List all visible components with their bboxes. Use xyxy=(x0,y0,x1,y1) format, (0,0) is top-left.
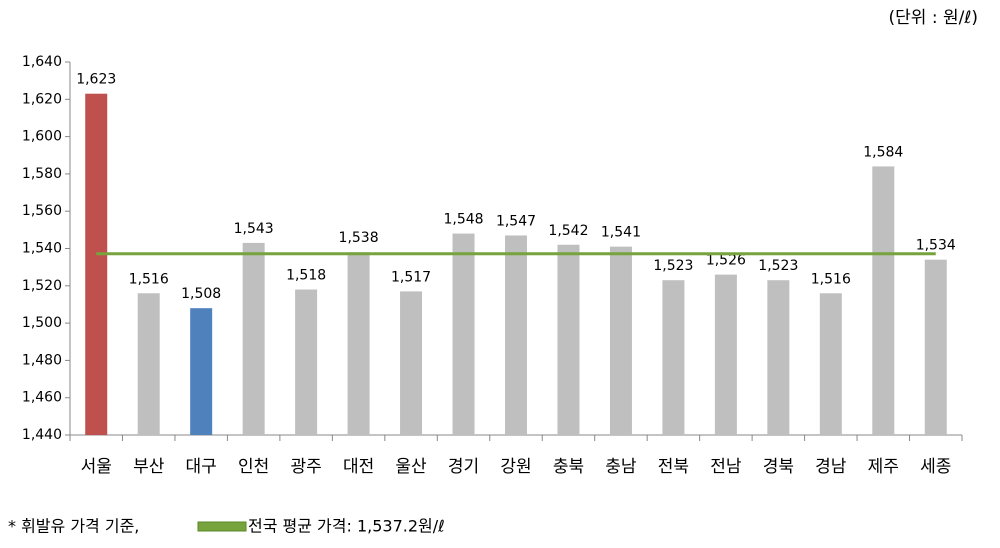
value-label: 1,516 xyxy=(811,271,851,287)
bar xyxy=(505,235,527,435)
value-label: 1,534 xyxy=(916,238,956,254)
x-tick-label: 울산 xyxy=(395,457,427,477)
y-tick-label: 1,600 xyxy=(22,129,62,145)
bar xyxy=(400,291,423,435)
bar xyxy=(819,293,842,435)
value-label: 1,516 xyxy=(129,271,169,287)
y-tick-label: 1,480 xyxy=(22,352,62,368)
bar xyxy=(924,259,947,435)
bar xyxy=(662,280,685,435)
bar xyxy=(767,280,790,435)
value-label: 1,523 xyxy=(758,258,798,274)
x-tick-label: 세종 xyxy=(920,457,951,477)
bar xyxy=(609,246,632,435)
bar xyxy=(190,308,213,435)
value-label: 1,526 xyxy=(706,253,746,269)
value-label: 1,623 xyxy=(76,72,116,88)
value-label: 1,547 xyxy=(496,213,536,229)
x-tick-label: 전남 xyxy=(710,457,742,477)
x-tick-label: 대전 xyxy=(343,457,374,477)
y-tick-label: 1,580 xyxy=(22,166,62,182)
x-tick-label: 경남 xyxy=(815,457,847,477)
legend-label: 전국 평균 가격: 1,537.2원/ℓ xyxy=(248,517,445,536)
y-tick-label: 1,640 xyxy=(22,54,62,70)
value-label: 1,517 xyxy=(391,269,431,285)
x-tick-label: 광주 xyxy=(290,457,321,477)
x-tick-label: 서울 xyxy=(81,457,112,477)
bar xyxy=(85,93,108,435)
value-label: 1,523 xyxy=(653,258,693,274)
value-label: 1,518 xyxy=(286,268,326,284)
y-tick-label: 1,520 xyxy=(22,278,62,294)
x-tick-label: 강원 xyxy=(500,457,531,477)
value-label: 1,508 xyxy=(181,286,221,302)
x-tick-label: 경북 xyxy=(763,457,794,477)
bar xyxy=(137,293,160,435)
x-tick-label: 경기 xyxy=(448,457,479,477)
bar xyxy=(557,244,580,435)
y-tick-label: 1,440 xyxy=(22,427,62,443)
y-tick-label: 1,540 xyxy=(22,241,62,257)
value-label: 1,548 xyxy=(443,212,483,228)
unit-note: (단위 : 원/ℓ) xyxy=(889,8,978,28)
value-label: 1,538 xyxy=(339,230,379,246)
value-label: 1,542 xyxy=(548,223,588,239)
x-tick-label: 부산 xyxy=(133,457,165,477)
y-tick-label: 1,620 xyxy=(22,91,62,107)
x-tick-label: 충남 xyxy=(605,457,637,477)
y-tick-label: 1,560 xyxy=(22,203,62,219)
bar xyxy=(872,166,895,435)
bar xyxy=(295,289,318,435)
footnote: * 휘발유 가격 기준, xyxy=(8,517,139,536)
value-label: 1,543 xyxy=(234,221,274,237)
value-label: 1,541 xyxy=(601,225,641,241)
value-label: 1,584 xyxy=(863,144,903,160)
bar xyxy=(242,242,265,435)
legend-swatch xyxy=(197,521,247,532)
x-tick-label: 인천 xyxy=(238,457,269,477)
bar xyxy=(714,274,737,435)
y-tick-label: 1,460 xyxy=(22,390,62,406)
bar xyxy=(347,252,370,435)
bar xyxy=(452,233,475,435)
x-tick-label: 전북 xyxy=(658,457,689,477)
y-tick-label: 1,500 xyxy=(22,315,62,331)
x-tick-label: 제주 xyxy=(868,457,899,477)
x-tick-label: 충북 xyxy=(553,457,584,477)
x-tick-label: 대구 xyxy=(186,457,217,477)
